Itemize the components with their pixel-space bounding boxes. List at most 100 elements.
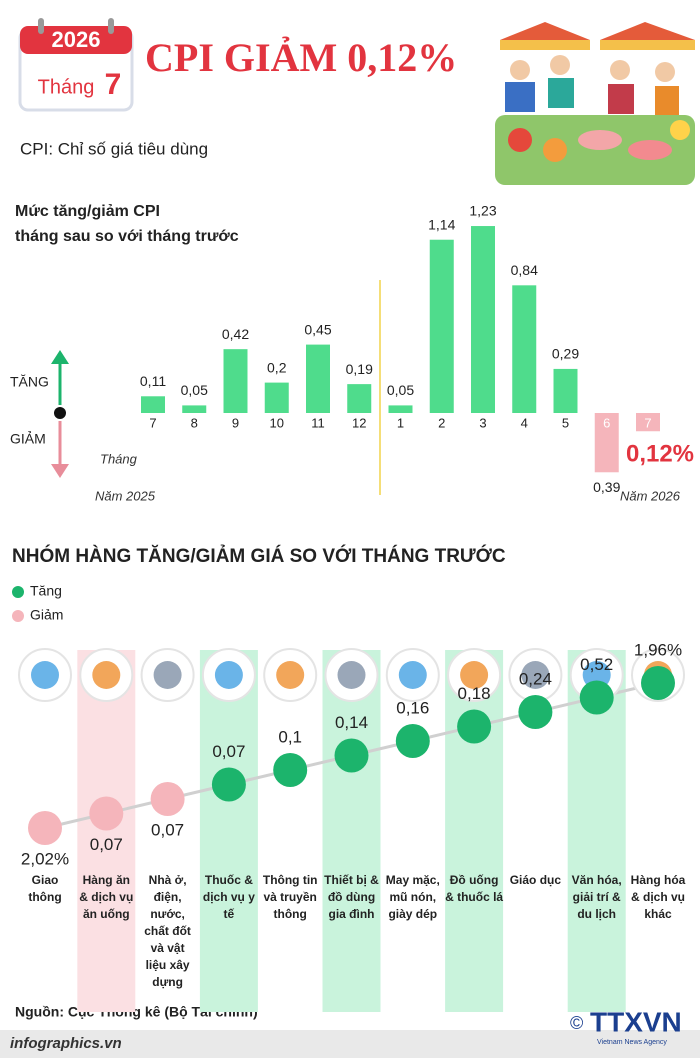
category-label: Văn hóa, giải trí & du lịch <box>571 873 622 921</box>
value-label: 0,11 <box>140 373 166 389</box>
legend-label: Giảm <box>30 607 63 623</box>
value-label: 0,12% <box>626 441 694 468</box>
icon-inner <box>276 661 305 689</box>
year-label: Năm 2025 <box>95 488 156 503</box>
up-arrow-head <box>51 350 69 364</box>
highlight-band <box>77 650 136 1012</box>
category-label: Giáo dục <box>509 873 562 887</box>
icon-inner <box>31 661 59 689</box>
value-label: 0,2 <box>267 359 287 375</box>
bar <box>636 413 660 432</box>
chart-title: Mức tăng/giảm CPI <box>15 203 160 220</box>
category-label: Thiết bị & đồ dùng gia đình <box>324 873 379 921</box>
legend-label: Tăng <box>30 583 62 599</box>
category-label: Thuốc & dịch vụ y tế <box>202 873 255 921</box>
site: infographics.vn <box>10 1035 122 1052</box>
subtitle: CPI: Chỉ số giá tiêu dùng <box>20 139 208 158</box>
dot <box>273 753 308 787</box>
calendar-top <box>20 26 132 54</box>
year: 2026 <box>52 27 101 52</box>
dot <box>579 680 614 715</box>
icon-inner <box>214 661 243 689</box>
agency-en: Vietnam News Agency <box>597 1039 667 1046</box>
highlight-band <box>199 650 258 1012</box>
footer-bar <box>0 1030 700 1058</box>
bar <box>429 239 454 413</box>
bar <box>182 405 207 413</box>
bar <box>347 384 372 413</box>
calendar-ring <box>38 18 44 34</box>
dot <box>28 811 62 845</box>
value-label: 0,16 <box>396 698 429 717</box>
value-label: 0,52 <box>580 655 613 674</box>
up-label: TĂNG <box>10 374 49 390</box>
market-illustration <box>495 22 695 185</box>
category-label: Giao thông <box>28 873 62 904</box>
down-arrow-head <box>51 464 69 478</box>
value-label: 0,07 <box>212 742 245 761</box>
value-label: 0,19 <box>346 361 373 377</box>
x-tick-label: 3 <box>479 415 486 430</box>
month: 7 <box>105 68 122 101</box>
icon-inner <box>337 661 366 689</box>
dot <box>518 695 553 729</box>
main-title: CPI GIẢM 0,12% <box>145 35 457 80</box>
origin-dot <box>54 407 66 419</box>
icon-inner <box>521 661 550 689</box>
x-tick-label: 6 <box>603 415 610 430</box>
dot <box>150 782 185 816</box>
value-label: 0,18 <box>458 684 491 703</box>
calendar-ring <box>108 18 114 34</box>
dot <box>89 796 124 831</box>
x-tick-label: 7 <box>644 415 651 430</box>
icon-inner <box>92 661 121 689</box>
category-label: Hàng hóa & dịch vụ khác <box>630 873 686 921</box>
icon-inner <box>460 661 489 689</box>
value-label: 0,39 <box>593 479 620 495</box>
value-label: 0,24 <box>519 669 552 688</box>
value-label: 0,84 <box>511 262 538 278</box>
highlight-band <box>445 650 504 1012</box>
category-label: Đồ uống & thuốc lá <box>445 873 504 904</box>
legend-swatch <box>12 586 24 598</box>
x-tick-label: 4 <box>521 415 528 430</box>
x-tick-label: 9 <box>232 415 239 430</box>
value-label: 0,29 <box>552 346 579 362</box>
value-label: 0,07 <box>90 835 123 854</box>
value-label: 0,14 <box>335 713 368 732</box>
down-label: GIẢM <box>10 431 46 447</box>
value-label: 0,05 <box>181 382 208 398</box>
bar <box>141 396 165 413</box>
value-label: 1,96% <box>634 640 682 659</box>
chart-title: NHÓM HÀNG TĂNG/GIẢM GIÁ SO VỚI THÁNG TRƯ… <box>12 545 506 567</box>
icon-inner <box>153 661 182 689</box>
dot <box>211 767 246 802</box>
bar <box>388 405 413 413</box>
value-label: 1,23 <box>469 203 496 219</box>
bar <box>512 285 537 413</box>
value-label: 2,02% <box>21 849 69 868</box>
x-tick-label: 1 <box>397 415 404 430</box>
value-label: 0,07 <box>151 820 184 839</box>
x-tick-label: 11 <box>311 415 325 430</box>
bar <box>471 226 495 413</box>
value-label: 0,1 <box>278 727 302 746</box>
value-label: 0,05 <box>387 382 414 398</box>
bar <box>594 413 619 473</box>
bar <box>306 344 330 413</box>
x-tick-label: 7 <box>149 415 156 430</box>
category-label: Nhà ở, điện, nước, chất đốt và vật liệu … <box>144 873 191 989</box>
month-label: Tháng <box>38 76 95 98</box>
dot <box>395 724 430 758</box>
dot <box>641 666 675 700</box>
x-tick-label: 5 <box>562 415 569 430</box>
x-tick-label: 10 <box>270 415 284 430</box>
legend-swatch <box>12 610 24 622</box>
chart-title: tháng sau so với tháng trước <box>15 228 239 245</box>
x-tick-label: 8 <box>191 415 198 430</box>
value-label: 0,42 <box>222 326 249 342</box>
x-tick-label: 2 <box>438 415 445 430</box>
value-label: 1,14 <box>428 216 455 232</box>
dot <box>457 709 492 744</box>
